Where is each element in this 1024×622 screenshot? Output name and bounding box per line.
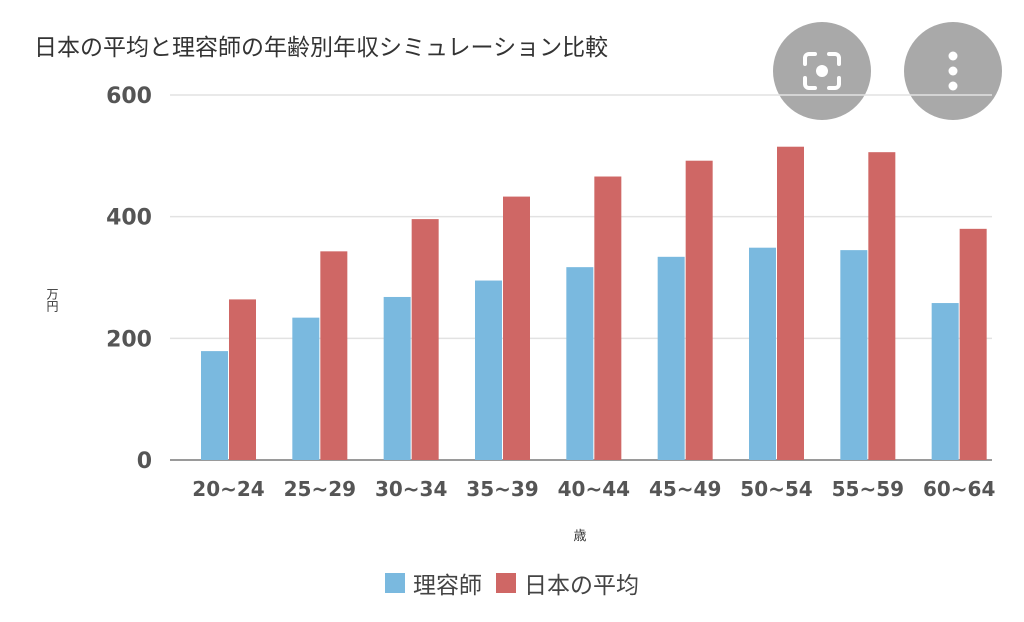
bar-barber-45~49 <box>657 256 685 460</box>
x-tick-label: 50~54 <box>740 477 812 501</box>
bar-japan-average-50~54 <box>777 146 804 461</box>
bar-japan-average-40~44 <box>594 176 622 460</box>
legend-swatch-barber <box>385 573 405 593</box>
legend-item-japan-average: 日本の平均 <box>496 566 639 600</box>
legend-label-barber: 理容師 <box>413 573 482 599</box>
bar-barber-30~34 <box>383 296 411 460</box>
bar-barber-35~39 <box>475 280 502 460</box>
bar-japan-average-55~59 <box>868 152 896 460</box>
legend-swatch-japan-average <box>496 573 516 593</box>
x-tick-label: 35~39 <box>466 477 538 501</box>
y-tick-label: 0 <box>137 449 152 474</box>
x-axis-label: 歳 <box>573 529 586 544</box>
y-tick-label: 400 <box>106 206 152 231</box>
bar-barber-25~29 <box>292 317 320 460</box>
chart-title: 日本の平均と理容師の年齢別年収シミュレーション比較 <box>34 35 609 61</box>
bar-japan-average-35~39 <box>503 196 530 460</box>
lens-icon <box>803 52 841 90</box>
bar-japan-average-45~49 <box>685 160 713 460</box>
x-tick-label: 30~34 <box>375 477 447 501</box>
bar-japan-average-25~29 <box>320 251 348 460</box>
x-tick-label: 55~59 <box>832 477 904 501</box>
bar-japan-average-60~64 <box>959 228 987 460</box>
x-tick-label: 40~44 <box>558 477 630 501</box>
x-tick-label: 25~29 <box>284 477 356 501</box>
y-tick-label: 600 <box>106 84 152 109</box>
bar-barber-20~24 <box>201 351 228 460</box>
bar-barber-55~59 <box>840 250 868 460</box>
y-tick-label: 200 <box>106 327 152 352</box>
legend: 理容師 日本の平均 <box>0 566 1024 600</box>
y-axis-label: 万円 <box>45 288 59 312</box>
legend-label-japan-average: 日本の平均 <box>524 573 639 599</box>
x-tick-label: 45~49 <box>649 477 721 501</box>
bar-japan-average-20~24 <box>229 299 256 460</box>
x-tick-label: 60~64 <box>923 477 995 501</box>
more-options-button[interactable] <box>904 22 1002 120</box>
bar-barber-60~64 <box>931 303 959 460</box>
x-tick-label: 20~24 <box>192 477 264 501</box>
bar-barber-50~54 <box>749 247 776 460</box>
bar-barber-40~44 <box>566 267 594 460</box>
bar-japan-average-30~34 <box>411 219 439 460</box>
visual-search-button[interactable] <box>773 22 871 120</box>
legend-item-barber: 理容師 <box>385 566 482 600</box>
more-vertical-icon <box>948 51 958 91</box>
